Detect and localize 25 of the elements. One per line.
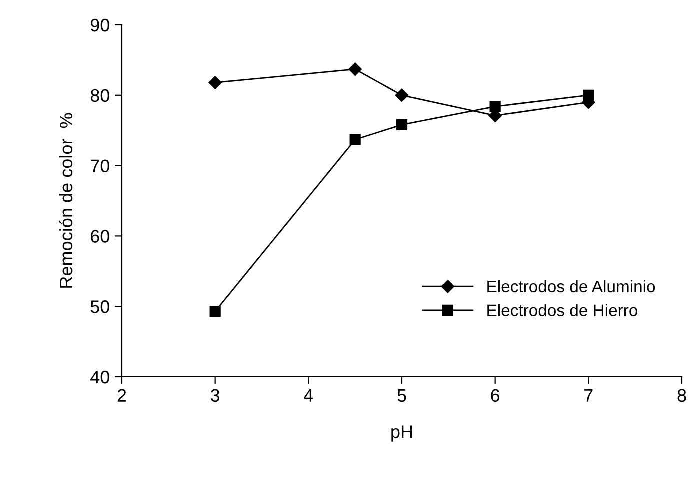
x-tick-label: 4	[304, 389, 314, 402]
point	[210, 306, 221, 318]
y-tick-label: 40	[90, 370, 110, 384]
y-axis-title: Remoción de color %	[59, 113, 73, 288]
legend-label: Electrodos de Hierro	[488, 304, 638, 316]
y-tick-label: 50	[90, 300, 110, 314]
point	[395, 88, 409, 102]
y-tick-label: 80	[90, 89, 110, 102]
x-tick-label: 3	[211, 389, 220, 402]
y-tick-label: 60	[91, 230, 110, 243]
point	[208, 76, 222, 90]
x-tick-label: 7	[584, 389, 593, 402]
point	[490, 101, 501, 112]
x-tick-label: 2	[118, 389, 126, 402]
x-tick-label: 5	[398, 389, 406, 402]
point	[396, 119, 408, 131]
x-tick-label: 8	[678, 389, 686, 402]
point	[583, 90, 594, 101]
y-tick-label: 90	[90, 18, 110, 32]
x-axis-title: pH	[392, 426, 412, 442]
x-tick-label: 6	[491, 389, 500, 402]
legend-label: Electrodos de Aluminio	[488, 280, 656, 293]
y-tick-label: 70	[91, 160, 110, 173]
point	[348, 62, 362, 76]
point	[350, 134, 361, 146]
